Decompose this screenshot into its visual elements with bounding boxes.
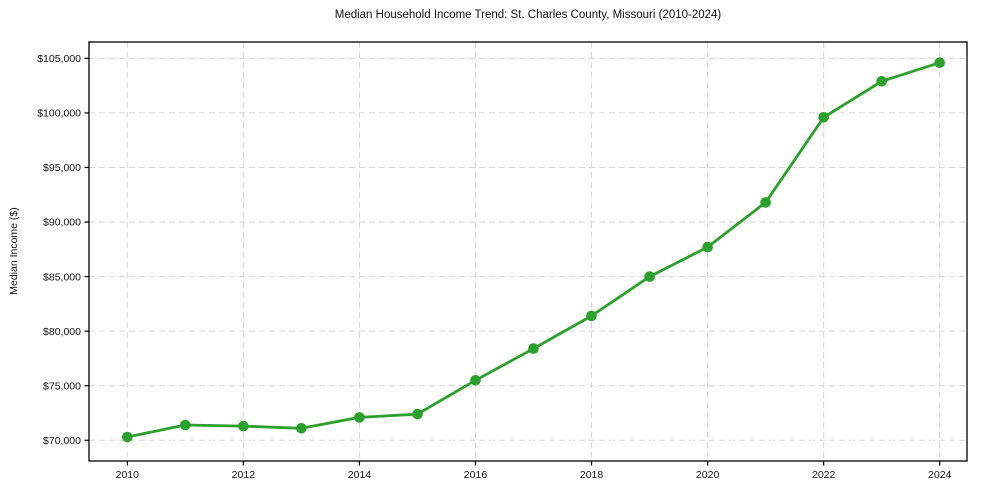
- x-tick-label: 2016: [464, 469, 488, 481]
- data-point-2015: [412, 408, 423, 420]
- data-point-2012: [238, 420, 249, 432]
- data-point-2018: [586, 310, 597, 322]
- y-tick-label: $85,000: [43, 271, 81, 283]
- data-point-2014: [354, 412, 365, 423]
- data-point-2020: [702, 241, 713, 253]
- data-point-2010: [122, 431, 133, 443]
- y-tick-label: $70,000: [43, 435, 81, 447]
- data-point-2021: [760, 197, 771, 208]
- x-tick-label: 2018: [580, 469, 604, 481]
- y-tick-label: $100,000: [37, 108, 81, 120]
- plot-border: [88, 41, 968, 462]
- y-tick-label: $90,000: [43, 217, 81, 229]
- y-tick-label: $105,000: [37, 53, 81, 65]
- data-point-2017: [528, 343, 539, 354]
- data-point-2019: [644, 271, 655, 282]
- data-point-2016: [470, 375, 481, 386]
- chart-title: Median Household Income Trend: St. Charl…: [334, 9, 722, 21]
- x-tick-label: 2020: [696, 469, 720, 481]
- data-point-2024: [934, 57, 945, 68]
- x-tick-label: 2014: [348, 469, 372, 481]
- data-point-2022: [818, 112, 829, 123]
- trend-line: [125, 61, 942, 439]
- y-tick-label: $75,000: [43, 380, 81, 392]
- data-point-2011: [180, 419, 191, 431]
- x-tick-label: 2012: [232, 469, 256, 481]
- x-tick-label: 2024: [928, 469, 952, 481]
- y-tick-label: $80,000: [43, 326, 81, 338]
- x-tick-label: 2010: [116, 469, 140, 481]
- data-point-2023: [876, 76, 887, 87]
- y-tick-label: $95,000: [43, 162, 81, 174]
- x-tick-label: 2022: [812, 469, 836, 481]
- data-point-2013: [296, 423, 307, 434]
